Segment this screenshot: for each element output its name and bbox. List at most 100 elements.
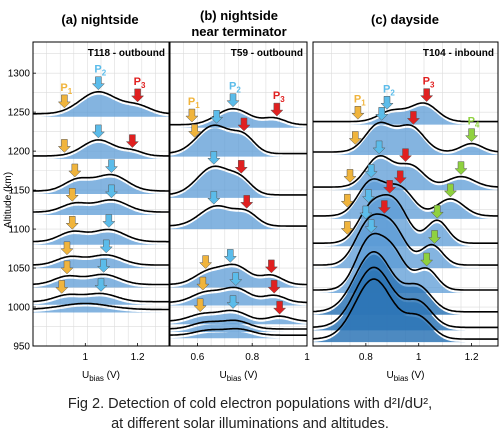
curve-fill <box>33 142 169 159</box>
curve-fill <box>313 125 498 155</box>
p2-arrow <box>380 96 394 110</box>
p2-arrow <box>94 278 108 292</box>
marker-label-p2: P2 <box>229 81 241 95</box>
curve-fill <box>313 282 498 343</box>
p2-arrow <box>91 124 105 139</box>
panel-c-title: (c) dayside <box>371 12 439 27</box>
p1-arrow <box>196 276 210 291</box>
p2-arrow <box>229 272 243 286</box>
p2-arrow <box>226 93 240 108</box>
p1-arrow <box>188 124 202 138</box>
panel-subtitle: T59 - outbound <box>231 48 303 59</box>
p2-arrow <box>91 76 105 91</box>
marker-label-p1: P1 <box>60 82 72 96</box>
p1-arrow <box>340 193 354 208</box>
y-tick-label: 1100 <box>8 225 30 236</box>
curve-line <box>313 102 498 123</box>
p3-arrow <box>383 180 397 194</box>
curve-fill <box>170 290 307 306</box>
p1-arrow <box>185 108 199 123</box>
p2-arrow <box>226 295 240 309</box>
x-tick-label: 1.2 <box>131 352 145 363</box>
curve-line <box>170 107 307 126</box>
figure-caption: Fig 2. Detection of cold electron popula… <box>0 394 500 434</box>
curve-line <box>170 327 307 336</box>
panel-c: P1 P2 P3 P4 T104 - inbound 0.8 1 1.2 Ubias (V) <box>312 41 499 383</box>
x-tick-label: 1 <box>83 352 89 363</box>
p1-arrow <box>193 298 207 313</box>
curve-line <box>170 165 307 196</box>
curve-line <box>313 121 498 153</box>
p2-arrow <box>207 190 221 205</box>
p1-arrow <box>340 221 354 235</box>
p2-arrow <box>207 151 221 165</box>
y-tick-label: 1050 <box>8 264 31 275</box>
p3-arrow <box>406 111 421 125</box>
p2-arrow <box>102 214 116 228</box>
curve-line <box>313 232 498 291</box>
panel-subtitle: T118 - outbound <box>88 48 165 59</box>
curve-line <box>170 205 307 227</box>
curve-line <box>313 251 498 313</box>
marker-label-p2: P2 <box>383 83 395 97</box>
p1-arrow <box>60 260 74 275</box>
y-tick-label: 1150 <box>8 186 30 197</box>
caption-line-1: Fig 2. Detection of cold electron popula… <box>67 396 433 412</box>
curve-line <box>33 90 169 115</box>
marker-label-p1: P1 <box>354 93 366 107</box>
p4-arrow <box>454 161 468 175</box>
p3-arrow <box>237 117 251 132</box>
curves <box>170 107 307 339</box>
caption-line-2: at different solar illuminations and alt… <box>111 416 389 432</box>
p2-arrow <box>364 164 378 178</box>
p1-arrow <box>348 131 362 145</box>
curve-line <box>313 278 498 340</box>
p3-arrow <box>234 160 248 174</box>
curve-fill <box>170 313 307 325</box>
curve-fill <box>313 106 498 125</box>
marker-label-p2: P2 <box>94 64 106 78</box>
panel-frame <box>312 41 499 347</box>
curve-line <box>33 139 169 157</box>
curve-line <box>33 254 169 266</box>
p2-arrow <box>364 219 378 234</box>
curve-line <box>313 266 498 329</box>
y-tick-label: 1200 <box>8 147 31 158</box>
p3-arrow <box>398 148 413 163</box>
curve-fill <box>170 169 307 198</box>
y-tick-label: 950 <box>13 342 30 353</box>
x-tick-label: 0.8 <box>359 352 373 363</box>
p4-arrow <box>443 183 458 198</box>
p4-arrow <box>430 204 444 219</box>
panel-subtitle: T104 - inbound <box>423 48 494 59</box>
panel-a-title: (a) nightside <box>61 12 138 27</box>
curve-line <box>313 194 498 244</box>
p3-arrow <box>131 88 145 103</box>
y-tick-label: 1250 <box>8 108 31 119</box>
p1-arrow <box>60 241 74 256</box>
panel-frame <box>169 41 308 347</box>
p1-arrow <box>65 188 79 202</box>
panel-frame <box>32 41 170 347</box>
curve-line <box>33 173 169 192</box>
p2-arrow <box>99 239 113 254</box>
x-tick-label: 1 <box>304 352 310 363</box>
curve-fill <box>313 217 498 269</box>
curve-fill <box>33 94 169 117</box>
marker-label-p4: P4 <box>468 116 480 130</box>
curve-line <box>170 124 307 155</box>
curve-line <box>33 273 169 286</box>
p4-arrow <box>420 252 434 267</box>
y-tick-label: 1300 <box>8 69 31 80</box>
p1-arrow <box>55 280 69 294</box>
curve-fill <box>313 158 498 191</box>
p1-arrow <box>351 106 365 120</box>
p1-arrow <box>343 169 357 183</box>
p3-arrow <box>270 102 284 117</box>
curve-fill <box>33 296 169 305</box>
curves <box>313 102 498 343</box>
x-tick-label: 1.2 <box>465 352 479 363</box>
p1-arrow <box>68 163 82 178</box>
marker-label-p1: P1 <box>188 96 200 110</box>
